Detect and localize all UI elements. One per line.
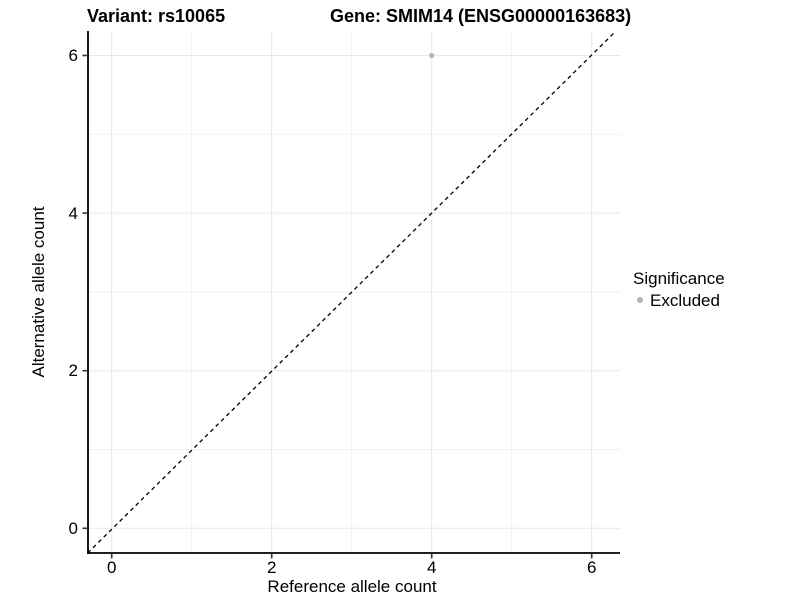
x-tick-label-6: 6 (586, 558, 597, 577)
y-tick-label-2: 2 (68, 361, 78, 380)
y-tick-label-6: 6 (68, 46, 78, 65)
x-axis-title: Reference allele count (267, 577, 437, 596)
x-tick-label-0: 0 (106, 558, 117, 577)
x-tick-label-2: 2 (266, 558, 277, 577)
y-tick-label-4: 4 (68, 203, 78, 223)
y-minor-gridlines (88, 133, 620, 450)
x-tick-marks (110, 553, 593, 559)
y-tick-label-0: 0 (68, 519, 78, 538)
y-axis-title: Alternative allele count (29, 206, 48, 378)
legend-title: Significance (633, 269, 725, 288)
legend-key-excluded-icon (637, 297, 643, 303)
data-point-excluded (429, 52, 435, 59)
x-major-gridlines (111, 31, 593, 553)
x-tick-label-4: 4 (426, 558, 437, 577)
gene-title: Gene: SMIM14 (ENSG00000163683) (330, 6, 632, 26)
variant-title: Variant: rs10065 (87, 6, 226, 26)
identity-line (87, 30, 617, 554)
legend-label-excluded: Excluded (650, 291, 720, 310)
y-major-gridlines (88, 55, 620, 529)
y-tick-marks (82, 54, 88, 530)
